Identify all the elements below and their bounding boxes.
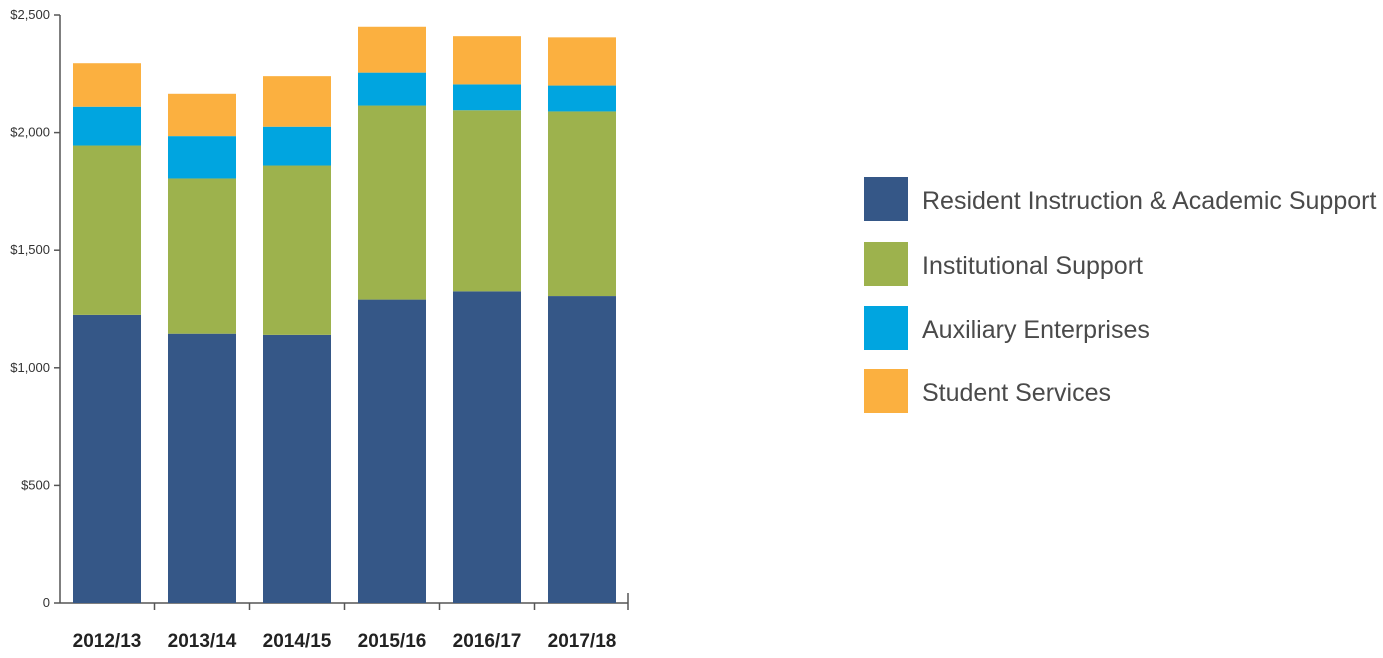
y-tick-label: $500 — [21, 477, 50, 492]
y-tick-label: $1,000 — [10, 360, 50, 375]
bar-segment-1-2012-13 — [73, 314, 141, 603]
x-tick-label: 2013/14 — [168, 631, 237, 652]
bar-segment-1-2014-15 — [263, 334, 331, 603]
legend-swatch — [864, 242, 908, 286]
x-tick-label: 2012/13 — [73, 631, 142, 652]
bar-segment-4-2015-16 — [358, 26, 426, 73]
bar-segment-4-2014-15 — [263, 76, 331, 127]
bar-segment-4-2013-14 — [168, 93, 236, 137]
legend-swatch — [864, 306, 908, 350]
y-tick-label: 0 — [43, 595, 50, 610]
legend: Resident Instruction & Academic Support I… — [864, 177, 1376, 413]
x-tick-label: 2017/18 — [548, 631, 617, 652]
x-tick-label: 2014/15 — [263, 631, 332, 652]
bar-segment-2-2012-13 — [73, 145, 141, 315]
legend-label: Institutional Support — [922, 252, 1143, 280]
bar-segment-2-2017-18 — [548, 111, 616, 297]
bar-segment-1-2016-17 — [453, 291, 521, 603]
legend-swatch — [864, 177, 908, 221]
bar-segment-2-2014-15 — [263, 165, 331, 335]
y-tick-label: $1,500 — [10, 242, 50, 257]
bar-segment-3-2015-16 — [358, 72, 426, 106]
bar-segment-1-2017-18 — [548, 296, 616, 603]
bar-segment-4-2017-18 — [548, 37, 616, 86]
bar-segment-3-2012-13 — [73, 106, 141, 146]
legend-label: Student Services — [922, 379, 1111, 407]
x-tick-label: 2015/16 — [358, 631, 427, 652]
legend-swatch — [864, 369, 908, 413]
legend-label: Auxiliary Enterprises — [922, 316, 1150, 344]
y-tick-label: $2,500 — [10, 7, 50, 22]
y-tick-label: $2,000 — [10, 125, 50, 140]
bar-segment-1-2013-14 — [168, 333, 236, 603]
bar-segment-4-2012-13 — [73, 63, 141, 107]
bar-segment-3-2017-18 — [548, 85, 616, 112]
bar-segment-2-2015-16 — [358, 105, 426, 300]
bar-segment-1-2015-16 — [358, 299, 426, 603]
x-tick-label: 2016/17 — [453, 631, 522, 652]
axes: 0 $500 $1,000 $1,500 $2,000 $2,500 2012/13 2013… — [10, 7, 629, 652]
legend-label: Resident Instruction & Academic Support — [922, 187, 1376, 215]
bar-segment-2-2013-14 — [168, 178, 236, 334]
bar-segment-3-2014-15 — [263, 126, 331, 166]
bar-segment-3-2013-14 — [168, 136, 236, 179]
bar-segment-4-2016-17 — [453, 36, 521, 85]
bar-segment-2-2016-17 — [453, 110, 521, 292]
bars-group — [73, 26, 616, 603]
bar-segment-3-2016-17 — [453, 84, 521, 111]
